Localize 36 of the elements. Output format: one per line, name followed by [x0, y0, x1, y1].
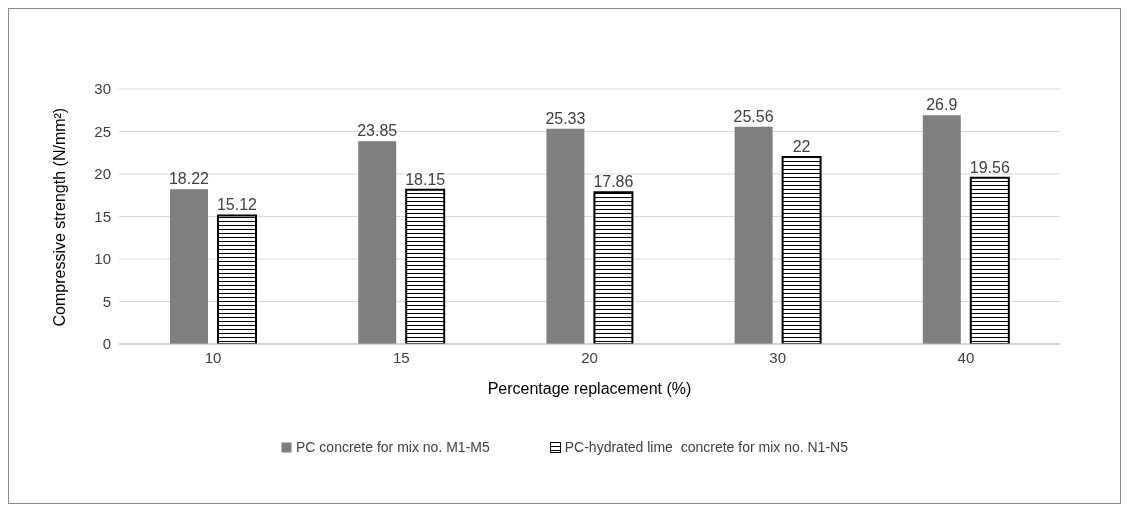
data-label: 23.85: [357, 122, 398, 140]
data-label: 26.9: [926, 96, 958, 114]
legend-label: PC concrete for mix no. M1-M5: [296, 439, 490, 455]
x-tick-label: 30: [769, 348, 787, 366]
y-tick-label: 5: [102, 292, 111, 310]
data-label: 25.33: [545, 109, 586, 127]
y-tick-label: 30: [94, 80, 111, 98]
data-label: 17.86: [593, 173, 634, 191]
data-label: 18.22: [168, 170, 210, 188]
x-tick-label: 20: [581, 348, 598, 366]
x-tick-label: 40: [957, 348, 975, 366]
bar: [969, 176, 1010, 344]
bar: [170, 189, 208, 344]
y-tick-label: 25: [94, 122, 111, 140]
bar: [546, 128, 585, 344]
data-label: 15.12: [216, 196, 258, 214]
data-label: 18.15: [405, 170, 446, 188]
data-label: 25.56: [733, 107, 774, 125]
x-tick-label: 10: [204, 348, 222, 366]
y-tick-label: 10: [94, 250, 111, 268]
bar: [217, 214, 257, 344]
bar: [358, 141, 397, 344]
x-tick-label: 15: [392, 348, 410, 366]
y-tick-label: 15: [94, 207, 111, 225]
x-axis-title: Percentage replacement (%): [487, 380, 692, 397]
data-label: 19.56: [969, 158, 1010, 176]
bar: [593, 191, 634, 344]
y-tick-label: 0: [102, 335, 111, 353]
bar: [734, 126, 773, 344]
bar: [922, 115, 961, 344]
data-label: 22: [792, 138, 811, 155]
bar: [405, 188, 446, 344]
bar: [781, 156, 822, 344]
y-axis-title: Compressive strength (N/mm²): [50, 107, 68, 327]
y-tick-label: 20: [94, 165, 111, 183]
legend-label: PC-hydrated lime concrete for mix no. N1-N5: [564, 439, 848, 455]
